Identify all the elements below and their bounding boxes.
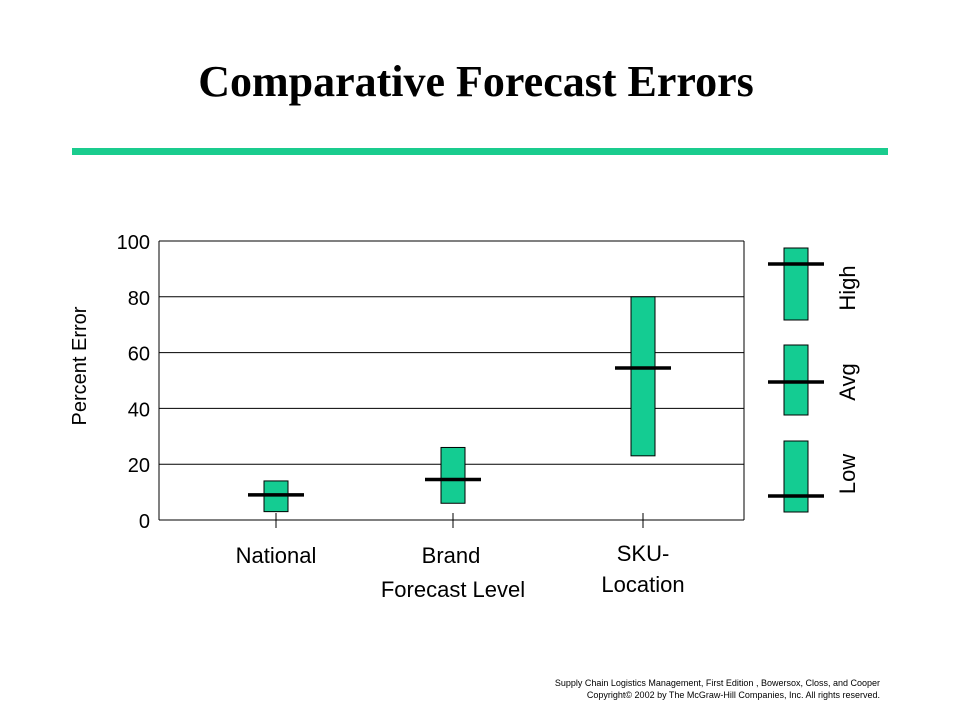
error-range-box [630,296,656,457]
error-range-box [440,446,466,504]
x-category-label-line: Location [601,572,684,597]
footer-line-source: Supply Chain Logistics Management, First… [554,678,880,688]
legend-label: High [835,265,860,310]
x-category-label-line: National [236,543,317,568]
legend-label: Low [835,454,860,494]
title-rule [72,148,888,155]
y-tick-label: 20 [128,455,150,477]
legend-swatch [783,344,809,416]
footer-line-copyright: Copyright© 2002 by The McGraw-Hill Compa… [586,690,880,700]
y-tick-label: 80 [128,288,150,310]
legend-label: Avg [835,363,860,401]
legend-swatch [783,247,809,321]
y-tick-label: 40 [128,399,150,421]
y-tick-label: 100 [117,232,150,254]
copyright-footer: Supply Chain Logistics Management, First… [555,677,880,701]
y-tick-label: 60 [128,344,150,366]
x-category-label-line: SKU- [617,541,670,566]
slide-title: Comparative Forecast Errors [198,57,754,106]
legend-swatch [783,440,809,513]
x-category-label-line: Brand [422,543,481,568]
y-tick-label: 0 [139,511,150,533]
x-category-label: SKU- Location [601,541,684,597]
x-category-label: Brand [422,543,481,568]
y-axis-title: Percent Error [69,306,91,425]
x-axis-title: Forecast Level [381,577,525,602]
x-category-label: National [236,543,317,568]
